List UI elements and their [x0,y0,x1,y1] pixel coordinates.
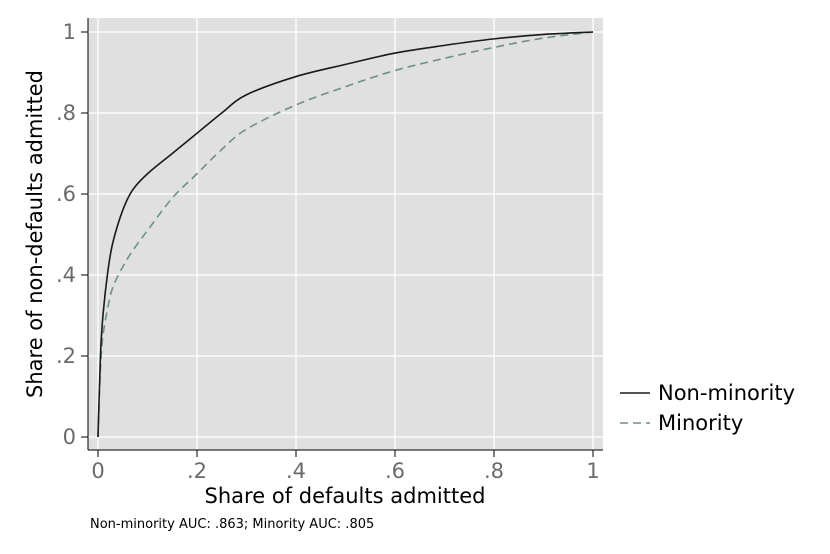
series-lines [97,31,594,438]
tick-labels: 0 .2 .4 .6 .8 1 0 .2 .4 .6 .8 1 [56,20,600,483]
axes [81,18,603,457]
x-tick-label-5: 1 [586,459,599,483]
legend-label-minority: Minority [658,411,743,435]
x-axis-title: Share of defaults admitted [205,484,486,508]
x-tick-label-1: .2 [187,459,207,483]
y-tick-label-3: .6 [56,182,76,206]
x-tick-label-3: .6 [385,459,405,483]
y-axis-title: Share of non-defaults admitted [23,70,47,398]
series-line-non-minority [97,31,594,438]
x-tick-label-0: 0 [91,459,104,483]
legend: Non-minority Minority [620,381,795,435]
plot-background [88,18,603,450]
series-line-minority [97,31,594,438]
x-tick-label-4: .8 [484,459,504,483]
legend-label-non-minority: Non-minority [658,381,795,405]
y-tick-label-0: 0 [63,425,76,449]
y-tick-label-1: .2 [56,344,76,368]
auc-note: Non-minority AUC: .863; Minority AUC: .8… [90,517,374,532]
y-tick-label-5: 1 [63,20,76,44]
y-tick-label-4: .8 [56,101,76,125]
x-tick-label-2: .4 [286,459,306,483]
grid-lines [88,18,603,450]
y-tick-label-2: .4 [56,263,76,287]
